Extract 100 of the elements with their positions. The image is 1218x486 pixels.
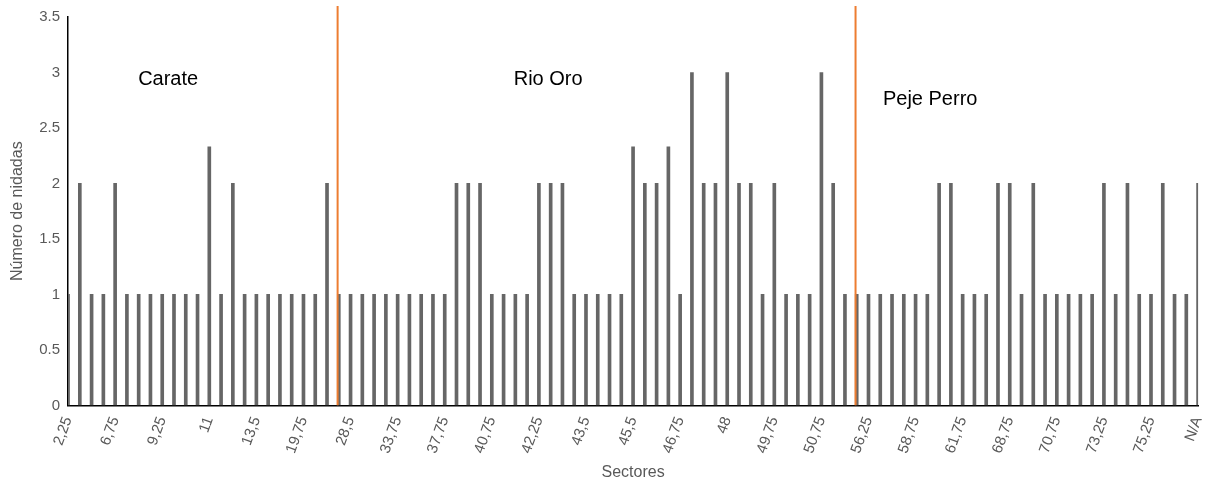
- bar: [419, 294, 424, 406]
- bar: [384, 294, 388, 406]
- x-tick-label: 43,5: [566, 414, 593, 448]
- bar: [113, 183, 117, 406]
- x-tick-label: 13,5: [237, 414, 264, 448]
- x-tick-label: 73,25: [1081, 414, 1111, 456]
- x-tick-label: 37,75: [422, 414, 452, 456]
- y-tick-label: 2: [51, 173, 61, 191]
- annotation: Carate: [138, 67, 199, 90]
- x-tick-label: 49,75: [752, 414, 782, 456]
- bar: [1184, 294, 1189, 406]
- x-tick-label: 42,25: [516, 414, 546, 456]
- x-tick-label: 19,75: [281, 414, 311, 456]
- bar: [207, 146, 212, 406]
- bar: [478, 183, 482, 406]
- bar: [1090, 294, 1094, 406]
- bar: [748, 183, 753, 406]
- y-tick-label: 1.5: [39, 229, 61, 247]
- y-tick-label: 1: [51, 284, 61, 302]
- annotation: Rio Oro: [513, 67, 583, 90]
- x-tick-label: 75,25: [1128, 414, 1158, 456]
- bar: [289, 294, 294, 406]
- x-tick-label: 11: [194, 414, 217, 435]
- bar: [890, 294, 894, 406]
- bar: [1102, 183, 1106, 406]
- x-tick-label: 56,25: [846, 414, 876, 456]
- bar: [725, 72, 730, 406]
- bar: [878, 294, 883, 406]
- bar: [949, 183, 953, 406]
- bar: [548, 183, 553, 406]
- bar: [77, 183, 82, 406]
- bar: [1196, 183, 1199, 406]
- bar: [831, 183, 836, 406]
- bar: [1137, 294, 1142, 406]
- x-tick-label: 45,5: [613, 414, 640, 448]
- y-axis-title: Número de nidadas: [8, 141, 26, 282]
- bar: [266, 294, 270, 406]
- bar: [172, 294, 176, 406]
- y-tick-label: 3: [51, 62, 61, 80]
- bar: [325, 183, 329, 406]
- bar: [136, 294, 141, 406]
- bar: [219, 294, 223, 406]
- bar: [1160, 183, 1165, 406]
- bar: [996, 183, 1000, 406]
- bar: [231, 183, 235, 406]
- bar: [619, 294, 624, 406]
- bar: [678, 294, 682, 406]
- bar: [1113, 294, 1118, 406]
- bar: [431, 294, 435, 406]
- bar: [278, 294, 282, 406]
- x-tick-label: 46,75: [658, 414, 687, 456]
- bar: [160, 294, 165, 406]
- bar: [1055, 294, 1059, 406]
- bar: [901, 294, 906, 406]
- bar: [1007, 183, 1012, 406]
- x-tick-label: 2,25: [48, 414, 75, 448]
- x-tick-label: N/A: [1180, 414, 1205, 444]
- y-tick-label: 3.5: [39, 7, 61, 25]
- bar: [489, 294, 494, 406]
- bar: [631, 146, 635, 406]
- bar: [313, 294, 318, 406]
- bar: [784, 294, 788, 406]
- y-tick-label: 0: [51, 395, 61, 413]
- bar: [643, 183, 647, 406]
- x-axis-title: Sectores: [601, 462, 665, 480]
- annotation: Peje Perro: [882, 86, 978, 109]
- bar: [1043, 294, 1047, 406]
- bar: [701, 183, 706, 406]
- bar: [584, 294, 588, 406]
- bar: [183, 294, 188, 406]
- bar: [442, 294, 447, 406]
- x-tick-label: 33,75: [375, 414, 405, 456]
- bar: [1149, 294, 1153, 406]
- y-tick-label: 0.5: [39, 340, 61, 358]
- bar: [595, 294, 600, 406]
- x-tick-label: 70,75: [1034, 414, 1064, 456]
- bar: [1031, 183, 1036, 406]
- x-tick-label: 9,25: [142, 414, 169, 448]
- y-tick-label: 2.5: [39, 118, 61, 136]
- x-tick-label: 48: [712, 414, 734, 436]
- bar: [125, 294, 129, 406]
- bar: [796, 294, 800, 406]
- x-tick-label: 58,75: [893, 414, 923, 456]
- x-tick-label: 40,75: [469, 414, 499, 456]
- bar: [537, 183, 541, 406]
- bar: [572, 294, 577, 406]
- x-tick-label: 50,75: [799, 414, 829, 456]
- bar: [843, 294, 847, 406]
- bar: [372, 294, 376, 406]
- bar: [466, 183, 471, 406]
- bar: [937, 183, 941, 406]
- x-tick-label: 61,75: [940, 414, 970, 456]
- x-tick-label: 68,75: [987, 414, 1017, 456]
- x-tick-label: 6,75: [95, 414, 122, 448]
- bar: [737, 183, 741, 406]
- bar: [690, 72, 694, 406]
- bar: [984, 294, 989, 406]
- x-tick-label: 28,5: [331, 414, 358, 448]
- bar: [772, 183, 777, 406]
- bar: [525, 294, 529, 406]
